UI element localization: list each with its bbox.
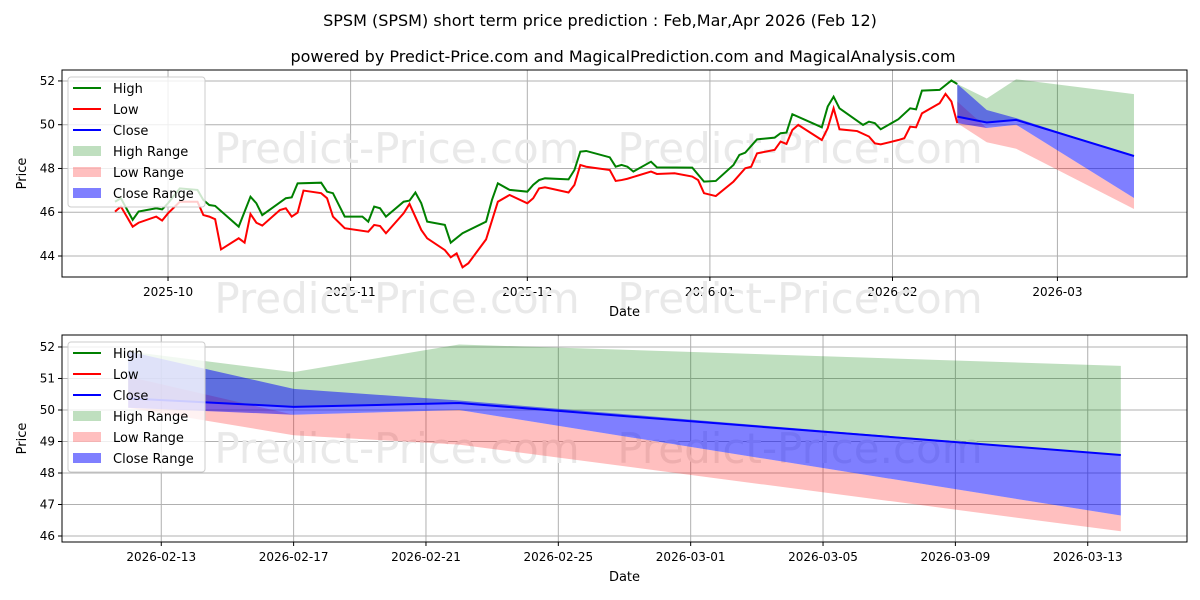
high-line bbox=[114, 79, 958, 245]
y-tick-label: 48 bbox=[40, 161, 55, 175]
legend-box bbox=[67, 76, 206, 208]
x-tick-label: 2026-03 bbox=[1032, 285, 1082, 299]
legend-swatch bbox=[73, 146, 101, 156]
x-axis-label: Date bbox=[609, 570, 640, 585]
legend-label: High Range bbox=[113, 145, 188, 160]
plot-frame bbox=[61, 69, 1188, 278]
y-tick-label: 49 bbox=[40, 434, 55, 448]
x-tick-label: 2026-02-17 bbox=[259, 550, 329, 564]
low-line bbox=[114, 92, 959, 269]
legend: High Low Close High Range Low Range Close Ran… bbox=[67, 341, 206, 473]
legend-box bbox=[67, 341, 206, 473]
low-range-area bbox=[128, 376, 1121, 532]
y-tick-label: 50 bbox=[40, 118, 55, 132]
legend-label: Low bbox=[113, 103, 139, 118]
close-line bbox=[128, 397, 1121, 457]
y-tick-label: 44 bbox=[40, 249, 55, 263]
y-axis-label: Price bbox=[15, 158, 30, 190]
close-range-area bbox=[957, 84, 1134, 199]
close-range-area bbox=[128, 351, 1121, 516]
high-range-area bbox=[128, 344, 1121, 456]
x-tick-label: 2025-12 bbox=[502, 285, 552, 299]
legend-label: Close bbox=[113, 124, 148, 139]
legend: High Low Close High Range Low Range Close Ran… bbox=[67, 76, 206, 208]
x-tick-label: 2026-02 bbox=[867, 285, 917, 299]
legend-label: Low bbox=[113, 368, 139, 383]
legend-label: Close Range bbox=[113, 187, 194, 202]
y-tick-label: 46 bbox=[40, 205, 55, 219]
watermark: Predict-Price.com bbox=[617, 124, 982, 173]
watermark: Predict-Price.com bbox=[214, 124, 579, 173]
x-tick-label: 2026-02-25 bbox=[523, 550, 593, 564]
y-tick-label: 51 bbox=[40, 371, 55, 385]
x-tick-label: 2026-03-01 bbox=[656, 550, 726, 564]
x-tick-label: 2026-02-21 bbox=[391, 550, 461, 564]
top-panel: 44 46 48 50 52 2025-10 2025-11 2025-12 2026-01 20… bbox=[15, 69, 1188, 323]
legend-label: High Range bbox=[113, 410, 188, 425]
x-axis-label: Date bbox=[609, 305, 640, 320]
legend-label: High bbox=[113, 347, 143, 362]
legend-label: Low Range bbox=[113, 166, 184, 181]
chart-subtitle: powered by Predict-Price.com and Magical… bbox=[290, 47, 955, 66]
y-tick-label: 52 bbox=[40, 340, 55, 354]
watermark: Predict-Price.com bbox=[214, 274, 579, 323]
x-tick-label: 2025-10 bbox=[143, 285, 193, 299]
x-tick-label: 2026-03-09 bbox=[921, 550, 991, 564]
x-tick-label: 2026-03-13 bbox=[1053, 550, 1123, 564]
y-tick-label: 47 bbox=[40, 498, 55, 512]
legend-label: Low Range bbox=[113, 431, 184, 446]
legend-swatch bbox=[73, 432, 101, 442]
x-tick-label: 2026-03-05 bbox=[788, 550, 858, 564]
y-tick-label: 52 bbox=[40, 74, 55, 88]
legend-swatch bbox=[73, 167, 101, 177]
legend-swatch bbox=[73, 411, 101, 421]
close-line bbox=[957, 115, 1135, 157]
bottom-panel: 46 47 48 49 50 51 52 2026-02-13 2026-02-17 2026-0… bbox=[15, 334, 1188, 585]
x-tick-label: 2026-02-13 bbox=[126, 550, 196, 564]
x-tick-label: 2025-11 bbox=[326, 285, 376, 299]
plot-frame bbox=[61, 334, 1188, 543]
legend-label: High bbox=[113, 82, 143, 97]
y-tick-label: 48 bbox=[40, 466, 55, 480]
low-range-area bbox=[957, 101, 1134, 209]
legend-label: Close bbox=[113, 389, 148, 404]
chart-title: SPSM (SPSM) short term price prediction … bbox=[323, 11, 877, 30]
y-tick-label: 50 bbox=[40, 403, 55, 417]
y-tick-label: 46 bbox=[40, 529, 55, 543]
legend-swatch bbox=[73, 453, 101, 463]
legend-label: Close Range bbox=[113, 452, 194, 467]
y-axis-label: Price bbox=[15, 423, 30, 455]
watermark: Predict-Price.com bbox=[214, 424, 579, 473]
high-range-area bbox=[957, 79, 1134, 156]
x-tick-label: 2026-01 bbox=[685, 285, 735, 299]
watermark: Predict-Price.com bbox=[617, 274, 982, 323]
legend-swatch bbox=[73, 188, 101, 198]
